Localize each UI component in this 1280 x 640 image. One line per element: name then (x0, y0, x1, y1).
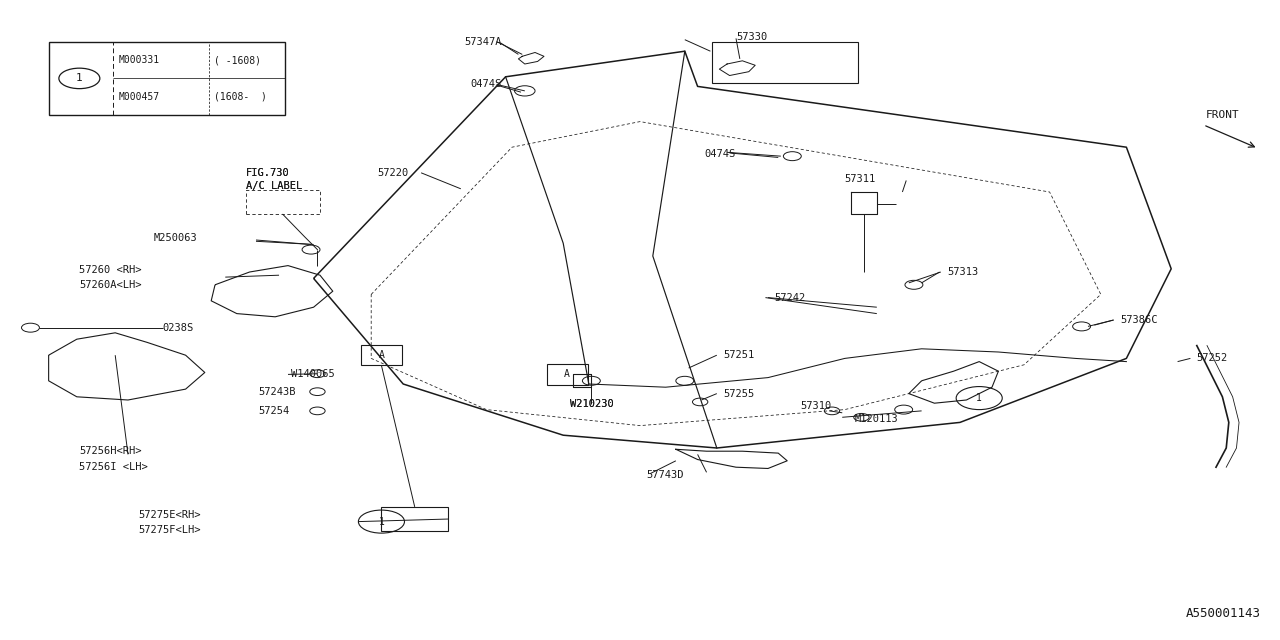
Text: W210230: W210230 (570, 399, 613, 410)
Text: 57330: 57330 (736, 32, 767, 42)
Text: 57347A: 57347A (465, 36, 502, 47)
Text: 57256H<RH>: 57256H<RH> (79, 446, 142, 456)
Text: M000457: M000457 (119, 92, 160, 102)
Text: FIG.730: FIG.730 (246, 168, 289, 178)
Text: 57311: 57311 (845, 174, 876, 184)
Text: FIG.730: FIG.730 (246, 168, 289, 178)
Text: (1608-  ): (1608- ) (214, 92, 266, 102)
Text: 0474S: 0474S (471, 79, 502, 90)
Text: A: A (379, 350, 384, 360)
Text: 57743D: 57743D (646, 470, 684, 480)
Text: ( -1608): ( -1608) (214, 55, 261, 65)
Text: 57313: 57313 (947, 267, 978, 277)
Text: 57256I <LH>: 57256I <LH> (79, 461, 148, 472)
Text: A: A (564, 369, 570, 380)
Text: M250063: M250063 (154, 233, 197, 243)
Text: 57255: 57255 (723, 388, 754, 399)
Text: 0238S: 0238S (163, 323, 193, 333)
Text: W140065: W140065 (291, 369, 334, 380)
Text: FRONT: FRONT (1206, 110, 1239, 120)
Text: 0474S: 0474S (705, 148, 736, 159)
Text: A550001143: A550001143 (1185, 607, 1261, 620)
Text: M000331: M000331 (119, 55, 160, 65)
Text: 57242: 57242 (774, 292, 805, 303)
Text: 57220: 57220 (378, 168, 408, 178)
Text: 57275E<RH>: 57275E<RH> (138, 510, 201, 520)
Text: W210230: W210230 (570, 399, 613, 410)
Text: 57310: 57310 (800, 401, 831, 412)
Text: 1: 1 (76, 74, 83, 83)
Text: M120113: M120113 (855, 414, 899, 424)
Text: A/C LABEL: A/C LABEL (246, 180, 302, 191)
Text: 57386C: 57386C (1120, 315, 1157, 325)
Text: 57260A<LH>: 57260A<LH> (79, 280, 142, 290)
Text: 57275F<LH>: 57275F<LH> (138, 525, 201, 535)
Text: 1: 1 (977, 393, 982, 403)
Text: 57260 <RH>: 57260 <RH> (79, 265, 142, 275)
Text: 57254: 57254 (259, 406, 289, 416)
Text: 1: 1 (379, 516, 384, 527)
Text: 57243B: 57243B (259, 387, 296, 397)
Text: A/C LABEL: A/C LABEL (246, 180, 302, 191)
Text: 57252: 57252 (1197, 353, 1228, 364)
Text: 57251: 57251 (723, 350, 754, 360)
